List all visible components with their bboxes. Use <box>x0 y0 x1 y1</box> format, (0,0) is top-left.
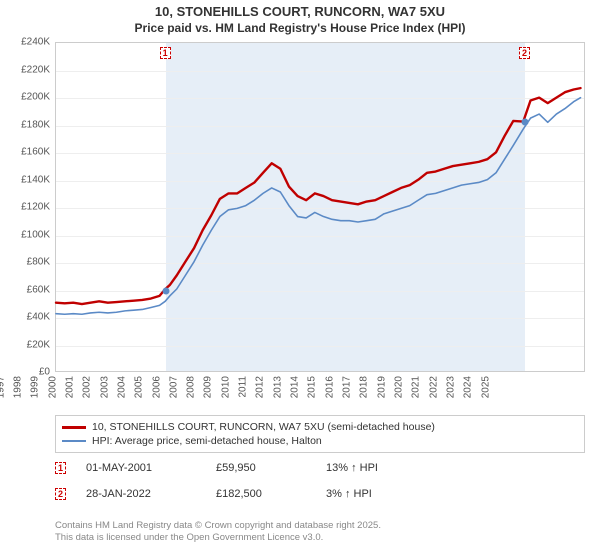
y-tick-label: £180K <box>0 119 50 130</box>
y-tick-label: £200K <box>0 92 50 103</box>
sale-price-1: £59,950 <box>216 462 306 474</box>
series-hpi <box>56 98 581 315</box>
y-tick-label: £40K <box>0 312 50 323</box>
sale-row-2: 2 28-JAN-2022 £182,500 3% ↑ HPI <box>55 488 585 500</box>
sale-marker-2: 2 <box>55 488 66 500</box>
title-address: 10, STONEHILLS COURT, RUNCORN, WA7 5XU <box>0 4 600 19</box>
sale-delta-1: 13% ↑ HPI <box>326 462 378 474</box>
legend-swatch <box>62 440 86 442</box>
x-tick-label: 2025 <box>480 376 600 398</box>
title-subtitle: Price paid vs. HM Land Registry's House … <box>0 21 600 35</box>
sale-delta-2: 3% ↑ HPI <box>326 488 372 500</box>
plot-area: 12 <box>55 42 585 372</box>
sale-price-2: £182,500 <box>216 488 306 500</box>
sale-row-1: 1 01-MAY-2001 £59,950 13% ↑ HPI <box>55 462 585 474</box>
y-tick-label: £60K <box>0 284 50 295</box>
y-tick-label: £120K <box>0 202 50 213</box>
sale-marker-box-1: 1 <box>160 47 171 59</box>
y-tick-label: £140K <box>0 174 50 185</box>
chart-container: 10, STONEHILLS COURT, RUNCORN, WA7 5XU P… <box>0 0 600 560</box>
attribution-line1: Contains HM Land Registry data © Crown c… <box>55 520 585 532</box>
legend-item: HPI: Average price, semi-detached house,… <box>62 434 578 448</box>
y-tick-label: £240K <box>0 37 50 48</box>
legend: 10, STONEHILLS COURT, RUNCORN, WA7 5XU (… <box>55 415 585 453</box>
sale-dot-1 <box>162 287 169 294</box>
series-price_paid <box>56 88 581 304</box>
sale-date-2: 28-JAN-2022 <box>86 488 196 500</box>
attribution-line2: This data is licensed under the Open Gov… <box>55 532 585 544</box>
y-tick-label: £100K <box>0 229 50 240</box>
legend-item: 10, STONEHILLS COURT, RUNCORN, WA7 5XU (… <box>62 420 578 434</box>
y-tick-label: £220K <box>0 64 50 75</box>
sale-dot-2 <box>522 119 529 126</box>
title-block: 10, STONEHILLS COURT, RUNCORN, WA7 5XU P… <box>0 0 600 37</box>
sale-marker-box-2: 2 <box>519 47 530 59</box>
sale-marker-1: 1 <box>55 462 66 474</box>
attribution: Contains HM Land Registry data © Crown c… <box>55 520 585 544</box>
legend-swatch <box>62 426 86 429</box>
legend-label: 10, STONEHILLS COURT, RUNCORN, WA7 5XU (… <box>92 421 435 433</box>
y-tick-label: £80K <box>0 257 50 268</box>
sale-date-1: 01-MAY-2001 <box>86 462 196 474</box>
legend-label: HPI: Average price, semi-detached house,… <box>92 435 322 447</box>
y-tick-label: £160K <box>0 147 50 158</box>
chart-lines <box>56 43 584 371</box>
y-tick-label: £20K <box>0 339 50 350</box>
